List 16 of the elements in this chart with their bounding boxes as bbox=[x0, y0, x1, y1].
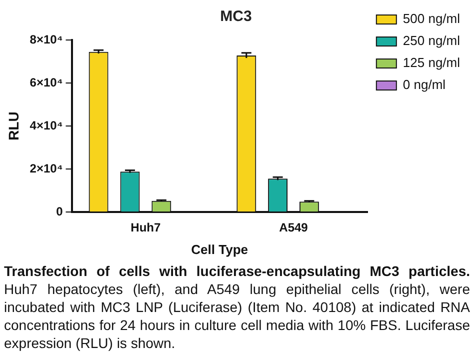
x-tick-label: A549 bbox=[279, 220, 308, 235]
y-axis-title: RLU bbox=[5, 112, 22, 140]
legend-label: 500 ng/ml bbox=[402, 11, 460, 26]
legend-label: 250 ng/ml bbox=[402, 33, 460, 48]
y-tick-label: 8×10⁴ bbox=[30, 32, 63, 46]
legend-label: 0 ng/ml bbox=[402, 77, 446, 92]
x-tick-label: Huh7 bbox=[130, 220, 161, 235]
x-axis-title: Cell Type bbox=[191, 242, 248, 257]
text: Transfection of cells with luciferase-encapsulating MC3 particles. bbox=[4, 263, 470, 279]
chart-title: MC3 bbox=[220, 8, 252, 26]
y-tick-label: 0 bbox=[56, 204, 64, 218]
text: Huh7 hepatocytes (left), and A549 lung epithelial cells (right), were incubated with MC3 LNP (Luciferase) (Item No. 40108) at indicated RNA concentrations for 24 hours in culture cell media with 10% FBS. Luciferase expression (RLU) is shown. bbox=[4, 281, 470, 351]
y-tick-label: 4×10⁴ bbox=[30, 118, 63, 132]
y-tick-label: 6×10⁴ bbox=[30, 75, 63, 90]
y-tick-label: 2×10⁴ bbox=[30, 161, 63, 176]
legend-label: 125 ng/ml bbox=[402, 55, 460, 70]
